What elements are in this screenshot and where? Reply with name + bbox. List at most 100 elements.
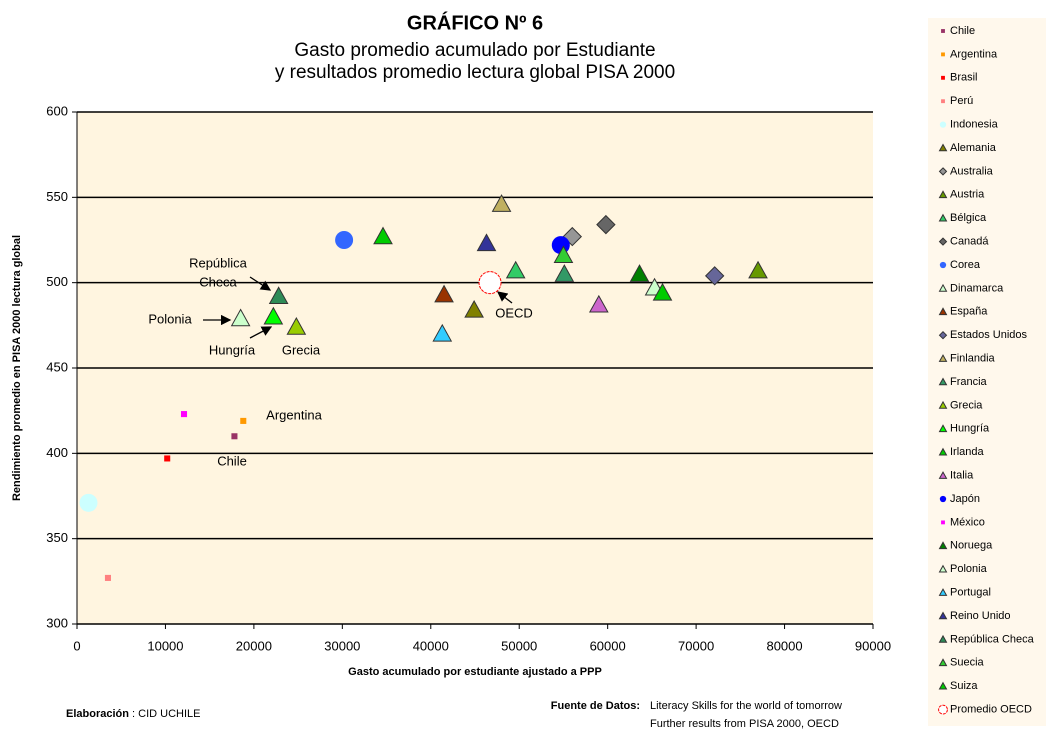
legend-marker [938,143,948,152]
credit-text: : CID UCHILE [129,708,201,720]
legend-marker [938,283,948,292]
source-text: Further results from PISA 2000, OECD [650,718,839,730]
source-text: Literacy Skills for the world of tomorro… [650,700,842,712]
legend-label: Argentina [950,48,998,60]
legend-label: Japón [950,493,980,505]
legend-marker [938,237,948,246]
annotation: Checa [199,274,237,289]
marker [79,493,98,512]
legend-label: Corea [950,259,981,271]
marker [230,308,251,327]
marker [373,226,393,245]
marker [652,282,673,301]
credit: Elaboración : CID UCHILE [66,708,200,720]
marker [553,245,574,264]
legend-label: Perú [950,95,973,107]
legend-marker [941,99,945,104]
x-tick-label: 30000 [324,638,360,653]
legend-label: Italia [950,470,974,482]
arrow [249,276,272,291]
legend-marker [938,377,948,386]
x-axis-label: Gasto acumulado por estudiante ajustado … [348,666,602,678]
legend-label: Chile [950,25,975,37]
x-tick-label: 70000 [678,638,714,653]
legend-label: España [950,306,988,318]
legend-marker [938,634,948,643]
y-tick-label: 600 [46,103,68,118]
marker [432,323,453,342]
y-tick-label: 400 [46,445,68,460]
legend-label: Francia [950,376,988,388]
legend-marker [939,121,947,128]
legend-box [928,18,1046,726]
legend-label: Irlanda [950,446,985,458]
legend-label: Promedio OECD [950,704,1032,716]
legend-marker [938,213,948,222]
marker [476,233,497,252]
marker [748,260,768,279]
legend-marker [939,495,947,503]
y-tick-label: 550 [46,189,68,204]
marker [164,455,171,462]
legend-label: Austria [950,189,985,201]
legend-label: México [950,516,985,528]
legend-marker [938,424,948,433]
legend-label: Reino Unido [950,610,1011,622]
legend-marker [938,400,948,409]
x-tick-label: 60000 [590,638,626,653]
x-tick-label: 80000 [766,638,802,653]
legend-label: Indonesia [950,119,999,131]
annotation: Argentina [266,407,322,422]
marker [464,299,484,318]
marker [588,294,609,313]
legend-marker [941,52,945,57]
marker [335,231,354,249]
marker [240,417,247,424]
y-tick-label: 500 [46,274,68,289]
marker [562,226,582,247]
annotation: OECD [495,305,533,320]
legend-label: Estados Unidos [950,329,1028,341]
marker [704,266,725,286]
marker [596,214,616,235]
legend-marker [941,75,945,80]
source-label: Fuente de Datos: [551,700,640,712]
legend-label: Dinamarca [950,282,1004,294]
y-tick-label: 450 [46,359,68,374]
legend-marker [938,681,948,690]
marker [286,317,307,335]
legend-label: Polonia [950,563,988,575]
x-tick-label: 50000 [501,638,537,653]
arrow [496,291,513,304]
legend-label: Grecia [950,399,983,411]
legend-label: Alemania [950,142,997,154]
legend-marker [938,307,948,316]
legend-label: República Checa [950,633,1035,645]
chart-subtitle: y resultados promedio lectura global PIS… [275,62,675,83]
marker [491,194,512,212]
chart-subtitle: Gasto promedio acumulado por Estudiante [294,40,655,61]
chart-title: GRÁFICO Nº 6 [407,11,543,34]
legend-marker [939,261,947,269]
marker [505,260,526,279]
legend-marker [941,29,945,33]
legend-marker [938,167,948,176]
annotation: Polonia [148,311,192,326]
legend-label: Australia [950,165,994,177]
y-tick-label: 350 [46,530,68,545]
legend-marker [938,330,948,340]
y-tick-label: 300 [46,615,68,630]
marker [104,574,111,581]
annotation: República [189,255,248,270]
marker [478,271,502,295]
marker [434,284,454,303]
marker [268,286,289,305]
legend-marker [941,520,945,525]
legend-marker [938,704,948,715]
legend-label: Finlandia [950,353,996,365]
x-tick-label: 20000 [236,638,272,653]
legend-label: Suiza [950,680,978,692]
legend-marker [938,611,948,620]
marker [231,433,238,440]
